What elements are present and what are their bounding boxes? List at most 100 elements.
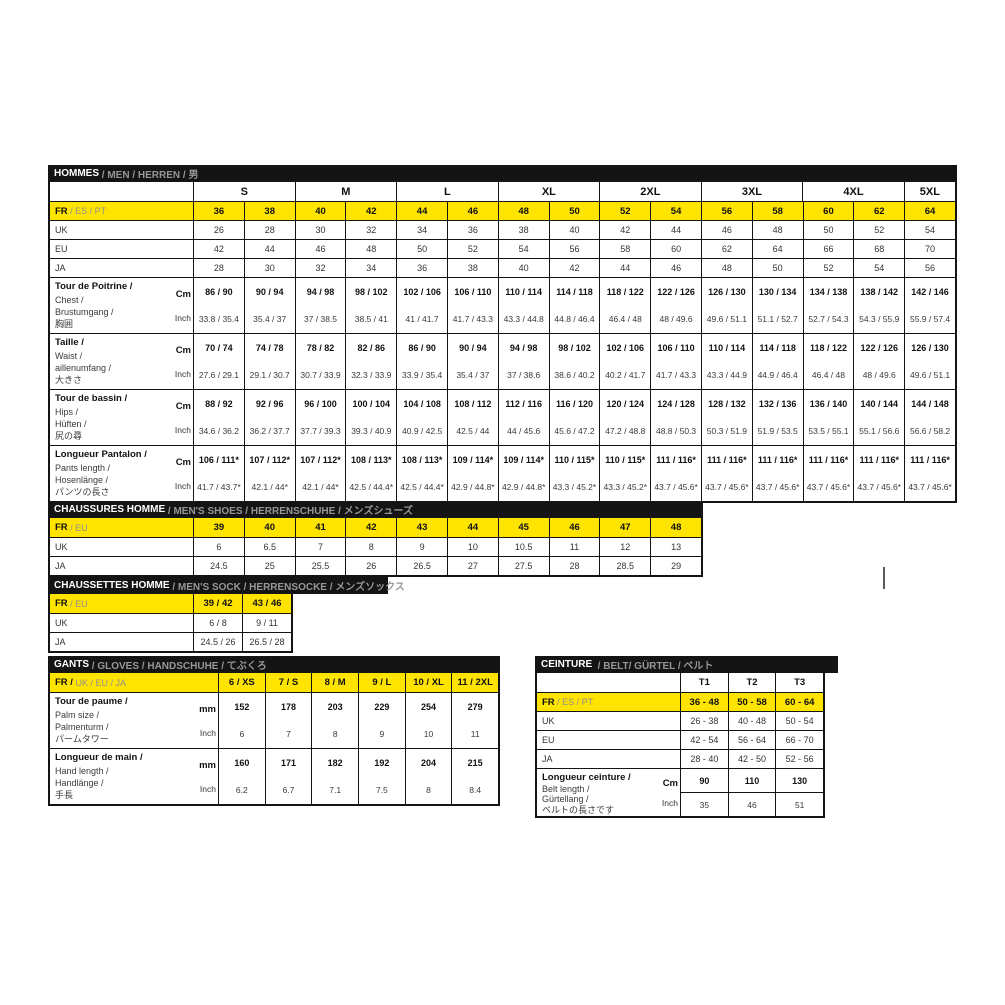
- belt-eu-cells: 42 - 54 56 - 64 66 - 70: [680, 731, 823, 749]
- value: 102 / 106: [403, 286, 441, 297]
- shoes-fr-row: FR / EU 39 40 41 42 43 44 45 46 47 48: [50, 518, 701, 537]
- shoes-ja-row: JA 24.5 25 25.5 26 26.5 27 27.5 28 28.5 29: [50, 556, 701, 575]
- cell: 43: [396, 518, 447, 537]
- hips-label: Tour de bassin / Hips / Hüften / 尻の尋: [55, 393, 127, 441]
- cell: 36 - 48: [680, 693, 728, 711]
- cell: 62: [853, 202, 904, 220]
- cell: 40: [548, 221, 600, 239]
- value: 30.7 / 33.9: [300, 370, 341, 381]
- cell: 40: [497, 259, 549, 277]
- shoes-fr-cells: 39 40 41 42 43 44 45 46 47 48: [193, 518, 701, 537]
- ja-row: JA 28 30 32 34 36 38 40 42 44 46 48 50 52 54 56: [50, 258, 955, 277]
- cell: 60: [650, 240, 701, 258]
- cell: 62: [700, 240, 752, 258]
- size-group-cell: S: [193, 182, 295, 201]
- gloves-table-title: GANTS / GLOVES / HANDSCHUHE / てぶくろ: [48, 656, 500, 673]
- cell: 140 / 144 55.1 / 56.6: [853, 390, 904, 445]
- cell: 42 - 54: [680, 731, 728, 749]
- label-line: Brustumgang /: [55, 306, 114, 317]
- cell: 46: [650, 259, 701, 277]
- cell: 118 / 122 46.4 / 48: [802, 334, 854, 389]
- cell: 50: [396, 240, 447, 258]
- cell: 39: [193, 518, 244, 537]
- value: 112 / 116: [505, 398, 542, 409]
- waist-label-cell: Taille / Waist / aillenumfang / 大きさ Cm Inch: [50, 334, 193, 389]
- cell: 27: [446, 557, 498, 575]
- belt-t-header-row: T1 T2 T3: [537, 673, 823, 692]
- label-line: Tour de Poitrine /: [55, 281, 133, 292]
- value: 43.3 / 44.8: [503, 314, 544, 325]
- value: 29.1 / 30.7: [249, 370, 290, 381]
- value: 100 / 104: [352, 398, 391, 409]
- cell: 56: [548, 240, 600, 258]
- cell: 6 / 8: [193, 614, 242, 632]
- cell: 42: [193, 240, 244, 258]
- cell: 110 / 114 43.3 / 44.8: [497, 278, 549, 333]
- value: 8: [426, 785, 431, 796]
- value: 10: [423, 729, 434, 740]
- belt-table-title: CEINTURE / BELT/ GÜRTEL / ベルト: [535, 656, 838, 673]
- chest-units: Cm Inch: [164, 282, 191, 329]
- cell: 36: [446, 221, 498, 239]
- value: 7.5: [375, 785, 388, 796]
- cell: 10 / XL: [404, 673, 452, 692]
- cell: 171 6.7: [264, 749, 312, 804]
- cell: 50: [548, 202, 600, 220]
- unit-cm: Cm: [175, 456, 191, 468]
- cell: 130 51: [775, 769, 824, 816]
- cell: 26.5 / 28: [242, 633, 291, 651]
- cell: 50 - 58: [727, 693, 776, 711]
- cell: 7 / S: [264, 673, 312, 692]
- cell: 82 / 86 32.3 / 33.9: [345, 334, 396, 389]
- value: 55.9 / 57.4: [909, 314, 951, 325]
- gloves-table: GANTS / GLOVES / HANDSCHUHE / てぶくろ FR / …: [48, 656, 500, 806]
- label-line: Pants length /: [55, 462, 111, 473]
- value: 192: [374, 757, 390, 768]
- value: 107 / 112*: [249, 454, 290, 465]
- palm-label-cell: Tour de paume / Palm size / Palmenturm / パー…: [50, 693, 218, 748]
- value: 43.7 / 45.6*: [806, 482, 851, 493]
- eu-row: EU 42 44 46 48 50 52 54 56 58 60 62 64 66 68 70: [50, 239, 955, 258]
- cell: 111 / 116* 43.7 / 45.6*: [751, 446, 803, 501]
- ja-size-cells: 28 30 32 34 36 38 40 42 44 46 48 50 52 54 56: [193, 259, 955, 277]
- size-group-cell: M: [294, 182, 397, 201]
- cell: 152 6: [218, 693, 265, 748]
- men-sizes-table: HOMMES / MEN / HERREN / 男 S M L XL 2XL 3XL 4XL…: [48, 165, 957, 503]
- cell: 28 - 40: [680, 750, 728, 768]
- label-line: Hand length /: [55, 765, 109, 776]
- cell: 111 / 116* 43.7 / 45.6*: [853, 446, 904, 501]
- value: 229: [374, 701, 390, 712]
- cell: 6 / XS: [218, 673, 265, 692]
- cell: 106 / 110 41.7 / 43.3: [446, 278, 498, 333]
- cell: 112 / 116 44 / 45.6: [497, 390, 549, 445]
- hips-cells: 88 / 92 34.6 / 36.2 92 / 96 36.2 / 37.7 96 /…: [193, 390, 955, 445]
- cell: 44: [446, 518, 498, 537]
- belt-fr-row: FR / ES / PT 36 - 48 50 - 58 60 - 64: [537, 692, 823, 711]
- cell: 41: [294, 518, 346, 537]
- cell: 110 / 115* 43.3 / 45.2*: [548, 446, 600, 501]
- title-rest: / BELT/ GÜRTEL / ベルト: [592, 661, 714, 672]
- belt-length-cells: 90 35 110 46 130 51: [680, 769, 824, 816]
- cell: 47: [599, 518, 650, 537]
- shoes-uk-cells: 6 6.5 7 8 9 10 10.5 11 12 13: [193, 538, 701, 556]
- value: 37 / 38.5: [303, 314, 338, 325]
- cell: 38: [497, 221, 549, 239]
- cell: 109 / 114* 42.9 / 44.8*: [497, 446, 549, 501]
- value: 215: [467, 757, 483, 768]
- cell: 48: [497, 202, 549, 220]
- cell: 48: [751, 221, 803, 239]
- cell: 26.5: [396, 557, 447, 575]
- cell: 132 / 136 51.9 / 53.5: [751, 390, 803, 445]
- cell: 56: [904, 259, 955, 277]
- value: 51.1 / 52.7: [757, 314, 798, 325]
- value: 94 / 98: [509, 342, 538, 353]
- cell: 108 / 113* 42.5 / 44.4*: [345, 446, 396, 501]
- cell: 50 - 54: [775, 712, 823, 730]
- cell: 107 / 112* 42.1 / 44*: [243, 446, 295, 501]
- cell: 54: [904, 221, 955, 239]
- value: 106 / 110: [657, 342, 695, 353]
- cell: 110 / 115* 43.3 / 45.2*: [599, 446, 650, 501]
- label-line: Longueur ceinture /: [542, 772, 631, 783]
- belt-ja-label: JA: [542, 754, 553, 764]
- hips-label-cell: Tour de bassin / Hips / Hüften / 尻の尋 Cm Inch: [50, 390, 193, 445]
